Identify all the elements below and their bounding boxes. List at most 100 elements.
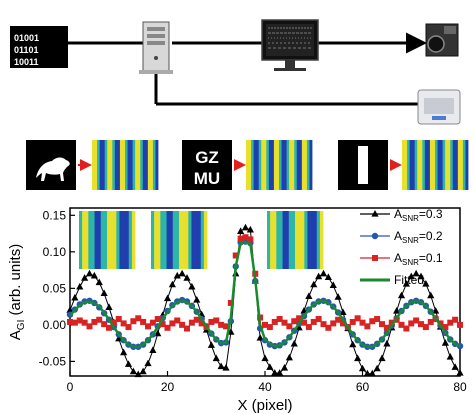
series-line [69, 241, 461, 349]
inset-stripe [203, 211, 208, 269]
stripe [455, 140, 459, 190]
inset-stripe [125, 211, 130, 269]
y-tick-label: 0.00 [43, 318, 67, 332]
inset-stripe [110, 211, 114, 269]
stripe [309, 140, 313, 190]
data-point [237, 227, 245, 234]
data-point [319, 269, 328, 277]
data-point [81, 319, 88, 326]
inset-stripe [307, 211, 311, 269]
data-point [115, 316, 122, 323]
series-3 [69, 241, 461, 349]
data-point [110, 319, 117, 326]
stripe [135, 140, 139, 190]
data-point [241, 223, 250, 231]
stripe [435, 140, 438, 190]
stripe [301, 140, 305, 190]
stripe [258, 140, 262, 190]
stripe [130, 140, 134, 190]
inset-stripe [200, 211, 205, 269]
data-point [134, 370, 142, 378]
animal-silhouette-icon [36, 157, 70, 181]
data-point [144, 359, 152, 367]
data-point [291, 318, 298, 325]
data-point [159, 321, 166, 328]
stripe [281, 140, 285, 190]
data-point [427, 291, 435, 299]
data-point [271, 318, 278, 325]
legend-marker [371, 232, 379, 240]
data-point [325, 324, 332, 331]
x-tick-label: 40 [258, 380, 272, 394]
data-point [397, 291, 406, 299]
object-text-line-1: GZ [195, 148, 219, 167]
stripe [261, 140, 265, 190]
inset-stripe [151, 211, 155, 269]
stripe [404, 140, 408, 190]
data-point [207, 341, 215, 348]
binary-line-3: 10011 [14, 57, 39, 67]
stripe [109, 140, 113, 190]
data-point [383, 324, 390, 331]
stripe [102, 140, 106, 190]
stripe [155, 140, 159, 190]
inset-stripe [188, 211, 192, 269]
inset-stripe [88, 211, 92, 269]
inset-stripe [270, 211, 274, 269]
inset-stripe [85, 211, 89, 269]
data-point [106, 324, 112, 331]
inset-stripe [313, 211, 318, 269]
inset-stripe [276, 211, 280, 269]
stripe [419, 140, 423, 190]
monitor-icon [261, 19, 319, 71]
inset-stripe [298, 211, 302, 269]
inset-stripe [91, 211, 95, 269]
data-point [398, 321, 405, 328]
stripe [99, 140, 103, 190]
stripe [407, 140, 411, 190]
stripe [122, 140, 126, 190]
data-point [310, 318, 317, 325]
data-point [310, 280, 318, 288]
inset-stripe [128, 211, 133, 269]
stripe [299, 140, 303, 190]
data-point [441, 339, 449, 346]
data-point [223, 323, 229, 330]
stripe [142, 140, 146, 190]
stripe [107, 140, 111, 190]
x-axis-ticks: 0 20 40 60 80 [67, 371, 467, 394]
data-point [76, 282, 84, 290]
inset-stripe [319, 211, 324, 269]
data-point [276, 369, 284, 376]
inset-stripe [79, 211, 83, 269]
data-point [374, 316, 381, 323]
stripe [440, 140, 444, 190]
x-tick-label: 60 [356, 380, 370, 394]
stripe [104, 140, 108, 190]
pattern-panel-1 [26, 140, 159, 190]
stripe [248, 140, 252, 190]
data-point [413, 317, 420, 324]
stripe [294, 140, 298, 190]
data-point [442, 324, 449, 331]
top-schematic: 01001 01101 10011 [10, 19, 461, 125]
x-tick-label: 20 [161, 380, 175, 394]
data-point [383, 339, 391, 347]
data-point [242, 234, 249, 241]
data-point [96, 316, 103, 323]
stripe-pattern-3 [402, 140, 469, 190]
object-text-line-2: MU [194, 169, 220, 188]
data-point [237, 235, 244, 242]
data-point [446, 353, 454, 360]
x-tick-label: 80 [453, 380, 467, 394]
data-point [349, 340, 357, 348]
data-point [247, 236, 254, 243]
data-point [369, 318, 376, 325]
stripe [253, 140, 257, 190]
stripe-pattern-2 [246, 140, 313, 190]
data-point [393, 306, 401, 314]
data-point [193, 296, 201, 303]
stripe [429, 140, 433, 190]
data-point [407, 272, 415, 280]
stripe [460, 140, 464, 190]
